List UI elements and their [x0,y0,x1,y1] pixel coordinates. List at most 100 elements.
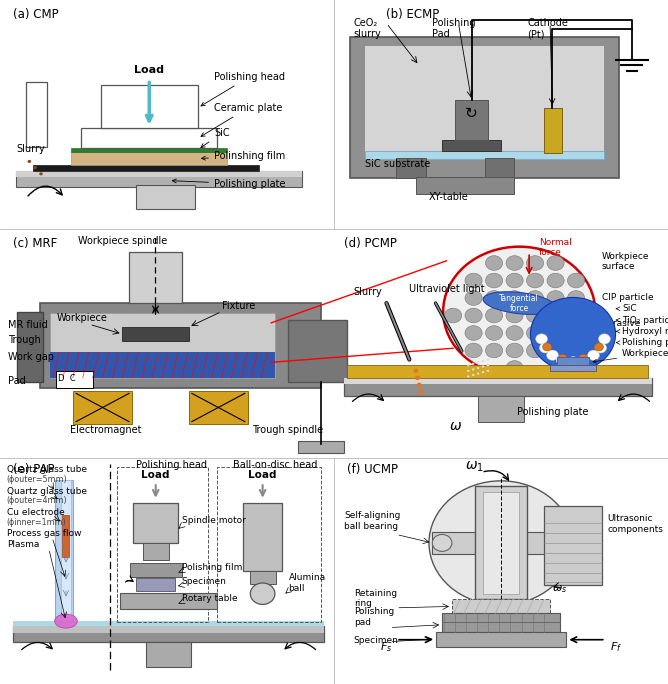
Circle shape [486,369,489,372]
FancyBboxPatch shape [344,378,651,396]
FancyBboxPatch shape [351,38,619,179]
Text: Ceramic plate: Ceramic plate [201,103,283,136]
Circle shape [467,364,470,367]
Text: Workpiece
surface: Workpiece surface [602,252,649,272]
FancyBboxPatch shape [122,327,188,341]
Circle shape [477,361,480,363]
FancyBboxPatch shape [365,150,604,159]
Circle shape [465,343,482,358]
Circle shape [465,308,482,323]
FancyBboxPatch shape [49,313,275,378]
Circle shape [599,334,611,344]
Circle shape [568,326,584,341]
Text: Ultraviolet light: Ultraviolet light [409,284,485,294]
FancyBboxPatch shape [436,632,566,647]
Text: (ϕouter=4mm): (ϕouter=4mm) [7,497,67,505]
Circle shape [486,364,489,367]
Text: Ball-on-disc head: Ball-on-disc head [234,460,318,470]
Text: Normal
force: Normal force [539,238,572,257]
Text: (a) CMP: (a) CMP [13,8,59,21]
FancyBboxPatch shape [143,543,169,560]
FancyBboxPatch shape [455,101,488,140]
FancyBboxPatch shape [365,46,604,159]
Circle shape [465,291,482,305]
Text: Quartz glass tube: Quartz glass tube [7,486,87,495]
Circle shape [595,343,607,353]
Circle shape [578,354,588,363]
Text: Hydroxyl radicals: Hydroxyl radicals [617,327,668,336]
Circle shape [567,356,579,367]
Circle shape [465,326,482,341]
Text: Fixture: Fixture [222,301,255,311]
Text: MR fluid: MR fluid [8,321,48,330]
Text: $F_s$: $F_s$ [380,640,393,654]
Circle shape [547,273,564,288]
Circle shape [472,363,474,365]
FancyBboxPatch shape [396,158,426,179]
Text: Process gas flow: Process gas flow [7,529,81,538]
FancyBboxPatch shape [13,626,324,642]
Circle shape [443,247,595,376]
Text: (f) UCMP: (f) UCMP [347,462,398,475]
Text: (c) MRF: (c) MRF [13,237,57,250]
Text: Cu electrode: Cu electrode [7,508,64,516]
FancyBboxPatch shape [49,352,275,378]
FancyBboxPatch shape [298,441,344,453]
Text: $F_f$: $F_f$ [609,640,622,654]
FancyBboxPatch shape [17,171,301,177]
Text: ↻: ↻ [465,106,478,121]
Circle shape [477,373,480,375]
Circle shape [578,355,590,365]
Text: Load: Load [248,470,277,480]
Circle shape [506,256,523,270]
Text: (ϕouter=5mm): (ϕouter=5mm) [7,475,67,484]
Text: D  C: D C [58,374,75,383]
Circle shape [506,308,523,323]
Circle shape [526,343,544,358]
Text: SiC: SiC [617,304,637,313]
Text: SiC substrate: SiC substrate [365,159,430,169]
Circle shape [568,273,584,288]
FancyBboxPatch shape [478,396,524,421]
Circle shape [550,534,570,551]
FancyBboxPatch shape [40,303,321,388]
Circle shape [568,308,584,323]
Circle shape [472,374,474,376]
Circle shape [486,343,503,358]
Circle shape [477,367,480,369]
FancyBboxPatch shape [71,152,227,165]
Circle shape [482,371,484,373]
FancyBboxPatch shape [130,563,182,577]
FancyBboxPatch shape [243,503,282,571]
Circle shape [486,308,503,323]
Text: Plasma: Plasma [7,540,39,549]
Circle shape [486,358,489,360]
Text: (ϕinner=1mm): (ϕinner=1mm) [7,518,66,527]
FancyBboxPatch shape [344,378,651,384]
Circle shape [482,360,484,362]
Circle shape [506,326,523,341]
Circle shape [526,326,544,341]
Circle shape [465,273,482,288]
FancyBboxPatch shape [101,86,198,128]
Circle shape [526,291,544,305]
FancyBboxPatch shape [550,365,596,371]
Text: Pad: Pad [8,376,26,386]
FancyBboxPatch shape [26,83,47,147]
Text: Trough spindle: Trough spindle [253,425,323,435]
Circle shape [482,365,484,368]
FancyBboxPatch shape [81,128,217,148]
FancyBboxPatch shape [13,621,324,626]
FancyBboxPatch shape [17,312,43,382]
Circle shape [506,291,523,305]
FancyBboxPatch shape [55,480,73,621]
Text: Polishing head: Polishing head [201,72,285,106]
Circle shape [536,334,548,344]
Circle shape [506,273,523,288]
FancyBboxPatch shape [56,371,93,388]
Circle shape [506,360,523,376]
Text: Polishing
Pad: Polishing Pad [432,18,476,39]
Circle shape [526,256,544,270]
Text: Polishing
pad: Polishing pad [354,607,394,627]
FancyBboxPatch shape [146,642,191,667]
